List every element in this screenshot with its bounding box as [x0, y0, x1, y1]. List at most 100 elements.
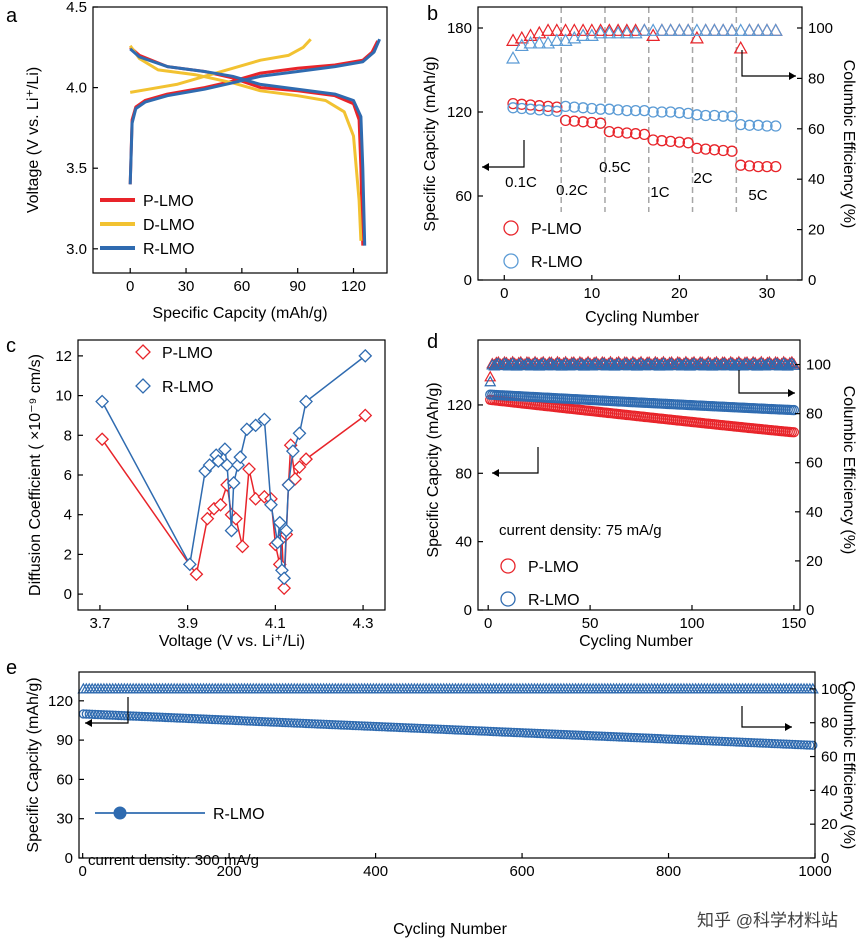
- capacity-marker-R-LMO: [210, 714, 220, 725]
- capacity-marker-R-LMO: [198, 714, 209, 724]
- efficiency-marker-R-LMO: [576, 28, 591, 41]
- y-right-tick-label: 20: [806, 553, 823, 570]
- efficiency-axis-arrow: [741, 50, 796, 77]
- efficiency-marker-R-LMO: [626, 356, 639, 368]
- capacity-marker-R-LMO: [441, 724, 452, 735]
- capacity-marker-R-LMO: [154, 712, 165, 722]
- x-tick-label: 0: [78, 863, 86, 880]
- capacity-marker-R-LMO: [295, 718, 305, 728]
- capacity-marker-R-LMO: [102, 710, 112, 720]
- data-marker-R-LMO: [95, 394, 110, 409]
- y-tick-label: 12: [55, 348, 72, 365]
- capacity-marker-R-LMO: [688, 735, 698, 745]
- x-axis-label: Voltage (V vs. Li⁺/Li): [159, 633, 305, 650]
- data-marker-R-LMO: [218, 442, 232, 457]
- capacity-marker-R-LMO: [485, 726, 496, 737]
- capacity-marker-R-LMO: [586, 102, 598, 115]
- efficiency-marker-P-LMO: [506, 33, 521, 46]
- capacity-marker-R-LMO: [620, 732, 630, 742]
- capacity-marker-R-LMO: [257, 716, 267, 727]
- efficiency-marker-R-LMO: [722, 358, 735, 370]
- efficiency-axis-arrow-head: [788, 389, 795, 397]
- data-marker-P-LMO: [235, 539, 250, 554]
- efficiency-marker-R-LMO: [549, 358, 562, 370]
- y-right-tick-label: 40: [821, 782, 838, 799]
- panel-c: c 3.7 3.9 4.1 4.3 0 2 4 6 8 10 12 Voltage (V vs. Li⁺…: [6, 335, 386, 650]
- capacity-marker-R-LMO: [415, 723, 425, 734]
- efficiency-marker-R-LMO: [628, 25, 643, 39]
- capacity-marker-R-LMO: [535, 728, 546, 739]
- x-tick-label: 30: [178, 278, 195, 295]
- capacity-marker-R-LMO: [412, 723, 422, 733]
- legend-label-R-LMO: R-LMO: [528, 592, 580, 609]
- x-axis-label: Cycling Number: [579, 633, 693, 650]
- y-tick-label: 40: [455, 534, 472, 551]
- efficiency-marker-R-LMO: [646, 23, 661, 36]
- capacity-marker-P-LMO: [717, 144, 729, 157]
- data-marker-R-LMO: [224, 523, 239, 538]
- capacity-marker-R-LMO: [392, 722, 402, 733]
- legend-label-D-LMO: D-LMO: [143, 217, 195, 234]
- y-right-tick-label: 20: [808, 222, 825, 239]
- efficiency-marker-R-LMO: [692, 359, 705, 371]
- capacity-marker-R-LMO: [371, 721, 381, 732]
- efficiency-marker-P-LMO: [584, 23, 599, 36]
- x-axis-label: Specific Capcity (mAh/g): [152, 305, 327, 322]
- y-right-tick-label: 100: [821, 681, 846, 698]
- efficiency-marker-P-LMO: [619, 23, 634, 36]
- capacity-marker-R-LMO: [614, 732, 625, 742]
- capacity-marker-R-LMO: [685, 735, 695, 745]
- efficiency-marker-R-LMO: [661, 359, 674, 371]
- legend-marker-P-LMO: [503, 220, 519, 236]
- capacity-marker-R-LMO: [600, 731, 610, 741]
- y-axis-label: Specific Capcity (mAh/g): [425, 382, 442, 557]
- capacity-marker-R-LMO: [491, 727, 502, 737]
- capacity-marker-R-LMO: [617, 732, 628, 742]
- capacity-marker-R-LMO: [802, 740, 812, 750]
- efficiency-marker-R-LMO: [532, 35, 547, 49]
- efficiency-marker-P-LMO: [611, 23, 626, 36]
- capacity-marker-R-LMO: [216, 715, 226, 725]
- series-line-D-LMO-charge: [129, 38, 312, 94]
- efficiency-marker-R-LMO: [604, 356, 617, 368]
- capacity-marker-R-LMO: [140, 711, 150, 722]
- capacity-marker-R-LMO: [365, 721, 376, 731]
- efficiency-marker-R-LMO: [733, 23, 748, 36]
- data-marker-R-LMO: [226, 476, 241, 490]
- data-marker-R-LMO: [220, 458, 235, 472]
- y-right-tick-label: 100: [808, 20, 833, 37]
- efficiency-marker-R-LMO: [584, 28, 599, 41]
- capacity-marker-R-LMO: [667, 734, 677, 744]
- x-tick-label: 600: [510, 863, 535, 880]
- capacity-marker-R-LMO: [87, 709, 97, 719]
- capacity-marker-R-LMO: [398, 722, 408, 733]
- capacity-marker-R-LMO: [289, 718, 299, 728]
- y-right-axis-label: Columbic Efficiency (%): [840, 681, 857, 850]
- efficiency-marker-R-LMO: [637, 23, 652, 36]
- capacity-marker-R-LMO: [656, 106, 668, 118]
- capacity-marker-R-LMO: [556, 729, 566, 740]
- x-tick-label: 0: [500, 285, 508, 302]
- capacity-marker-R-LMO: [758, 738, 768, 748]
- capacity-marker-R-LMO: [116, 710, 127, 721]
- capacity-marker-R-LMO: [474, 726, 484, 736]
- capacity-marker-P-LMO: [559, 114, 572, 127]
- y-right-axis-label: Columbic Efficiency (%): [840, 386, 857, 555]
- capacity-marker-R-LMO: [459, 725, 469, 735]
- y-tick-label: 180: [447, 20, 472, 37]
- capacity-marker-R-LMO: [512, 727, 522, 738]
- capacity-marker-R-LMO: [518, 728, 528, 738]
- capacity-marker-R-LMO: [731, 737, 742, 747]
- capacity-marker-R-LMO: [160, 712, 171, 723]
- capacity-marker-R-LMO: [749, 738, 759, 748]
- data-marker-P-LMO: [242, 462, 256, 476]
- capacity-marker-R-LMO: [629, 104, 642, 117]
- capacity-marker-R-LMO: [579, 730, 589, 741]
- capacity-marker-R-LMO: [770, 738, 780, 749]
- efficiency-axis-arrow: [738, 370, 795, 394]
- capacity-marker-R-LMO: [770, 120, 782, 132]
- capacity-marker-R-LMO: [383, 722, 393, 732]
- capacity-marker-R-LMO: [576, 730, 587, 740]
